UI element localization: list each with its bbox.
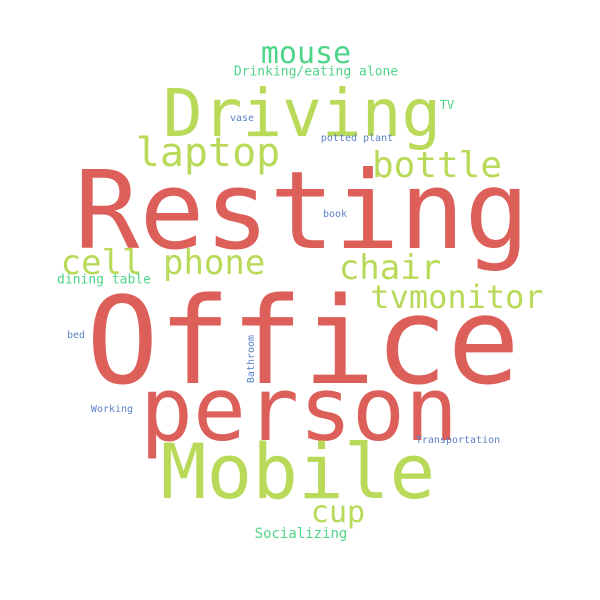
word-chair: chair xyxy=(338,248,442,288)
word-person: person xyxy=(140,358,458,461)
word-book: book xyxy=(322,209,348,220)
word-driving: Driving xyxy=(162,75,442,152)
word-tv: TV xyxy=(439,98,455,112)
word-office: Office xyxy=(86,273,520,412)
word-cup: cup xyxy=(310,495,366,530)
word-bathroom: Bathroom xyxy=(246,334,257,384)
word-bottle: bottle xyxy=(371,145,503,186)
word-dining-table: dining table xyxy=(57,272,151,288)
word-working: Working xyxy=(90,404,134,415)
word-drinking-eating-alone: Drinking/eating alone xyxy=(233,64,399,80)
word-cell-phone: cell phone xyxy=(60,243,266,283)
word-resting: Resting xyxy=(74,149,530,274)
word-mouse: mouse xyxy=(260,36,352,71)
word-socializing: Socializing xyxy=(254,526,348,542)
word-mobile: Mobile xyxy=(160,427,436,516)
word-bed: bed xyxy=(66,330,86,341)
word-tvmonitor: tvmonitor xyxy=(370,278,544,316)
word-vase: vase xyxy=(229,113,255,124)
word-potted-plant: potted plant xyxy=(320,133,394,144)
word-laptop: laptop xyxy=(135,130,281,176)
word-transportation: Transportation xyxy=(415,435,501,446)
